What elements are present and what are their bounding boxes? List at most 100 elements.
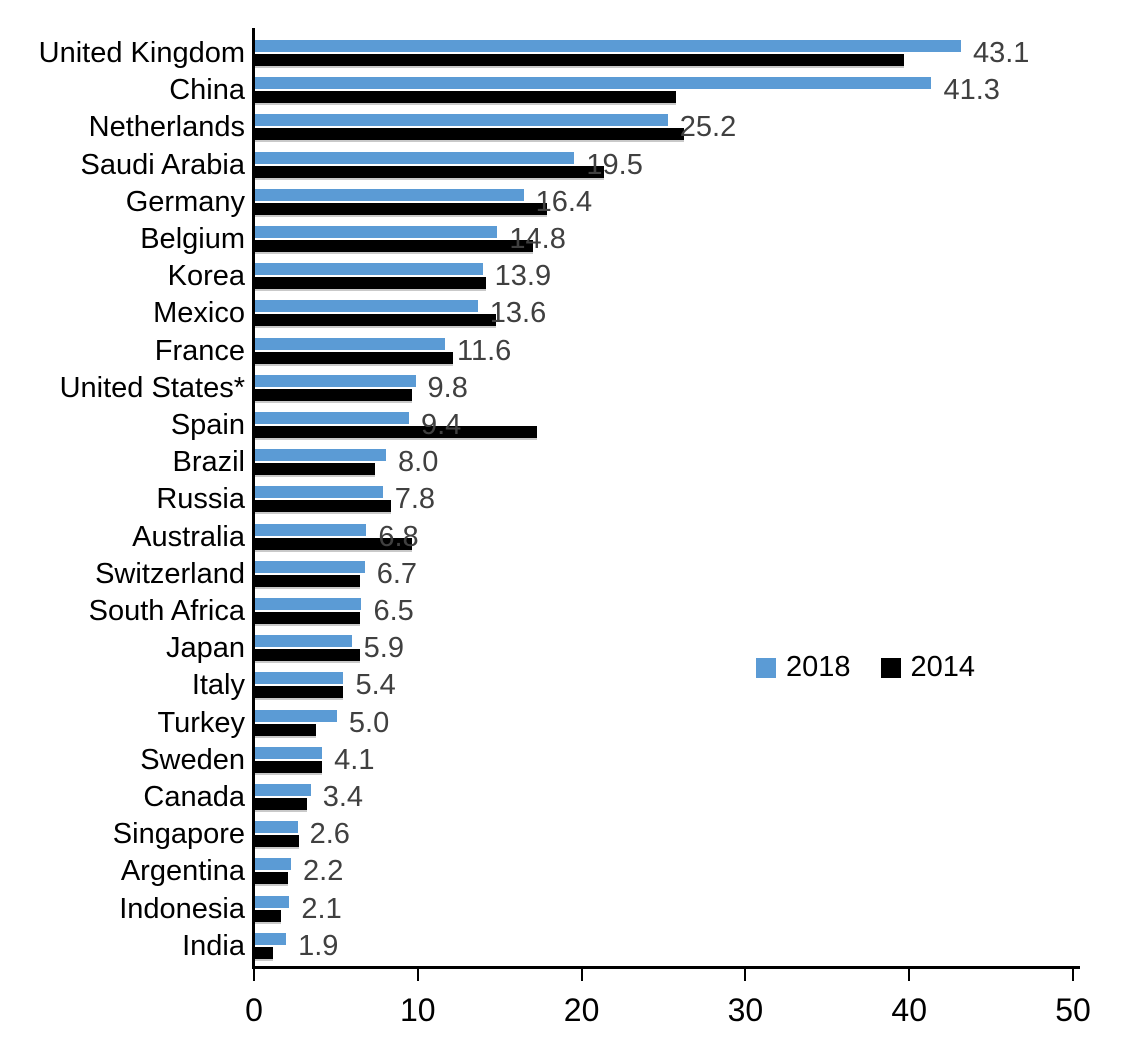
legend-swatch-2014 xyxy=(880,657,901,678)
category-label-south-africa: South Africa xyxy=(88,595,245,627)
data-label-south-africa: 6.5 xyxy=(373,595,414,627)
bar-2018-united-kingdom xyxy=(255,40,961,52)
data-label-belgium: 14.8 xyxy=(509,223,566,255)
bar-2018-canada xyxy=(255,784,311,796)
data-label-korea: 13.9 xyxy=(494,260,552,293)
category-label-united-kingdom: United Kingdom xyxy=(38,37,245,69)
category-label-canada: Canada xyxy=(143,781,245,813)
legend-swatch-2018 xyxy=(756,657,776,678)
bar-2018-indonesia xyxy=(255,895,290,908)
x-tick-10 xyxy=(416,969,419,981)
category-label-china: China xyxy=(169,74,245,107)
x-tick-label-50: 50 xyxy=(1055,992,1091,1028)
bar-2014-turkey xyxy=(255,723,316,736)
data-label-france: 11.6 xyxy=(457,334,512,367)
bar-2014-belgium xyxy=(255,240,534,252)
data-label-russia: 7.8 xyxy=(394,483,436,516)
legend-item-2014: 2014 xyxy=(880,651,976,684)
bar-2014-japan xyxy=(255,649,360,662)
data-label-singapore: 2.6 xyxy=(309,818,350,851)
bar-2018-mexico xyxy=(255,300,478,313)
category-label-brazil: Brazil xyxy=(172,446,245,479)
x-tick-20 xyxy=(580,969,583,981)
bar-2018-korea xyxy=(255,263,483,276)
data-label-brazil: 8.0 xyxy=(398,446,439,479)
bar-2018-netherlands xyxy=(255,114,668,127)
data-label-japan: 5.9 xyxy=(363,632,404,665)
data-label-germany: 16.4 xyxy=(535,185,593,218)
data-label-italy: 5.4 xyxy=(355,669,396,702)
category-label-belgium: Belgium xyxy=(140,223,245,255)
bar-2014-netherlands xyxy=(255,128,685,141)
x-tick-label-30: 30 xyxy=(727,992,764,1028)
category-label-spain: Spain xyxy=(170,409,245,441)
x-tick-40 xyxy=(908,969,911,981)
bar-2014-indonesia xyxy=(255,909,282,922)
data-label-netherlands: 25.2 xyxy=(679,111,737,144)
category-label-italy: Italy xyxy=(191,669,245,702)
bar-2014-mexico xyxy=(255,314,496,327)
bar-2014-france xyxy=(255,351,454,364)
data-label-spain: 9.4 xyxy=(420,409,462,441)
chart-legend: 2018 2014 xyxy=(756,651,975,684)
x-tick-label-40: 40 xyxy=(891,992,927,1028)
x-tick-30 xyxy=(744,969,747,981)
bar-2018-india xyxy=(255,932,287,945)
category-label-russia: Russia xyxy=(156,483,245,516)
x-tick-label-0: 0 xyxy=(245,992,263,1028)
data-label-switzerland: 6.7 xyxy=(376,557,418,590)
bar-2014-argentina xyxy=(255,872,288,885)
bar-2018-japan xyxy=(255,635,352,648)
legend-item-2018: 2018 xyxy=(756,651,851,684)
bar-2014-singapore xyxy=(255,835,300,848)
bar-2014-china xyxy=(255,91,676,104)
bar-2014-brazil xyxy=(255,463,375,476)
bar-2018-france xyxy=(255,337,445,350)
bar-2014-sweden xyxy=(255,760,323,773)
category-label-switzerland: Switzerland xyxy=(95,557,245,590)
category-label-japan: Japan xyxy=(165,632,245,665)
x-axis-line xyxy=(252,966,1080,969)
category-label-germany: Germany xyxy=(125,185,245,218)
category-label-india: India xyxy=(182,929,245,962)
data-label-sweden: 4.1 xyxy=(334,743,375,776)
y-axis-line xyxy=(252,28,255,969)
category-label-korea: Korea xyxy=(167,260,245,293)
bar-2018-spain xyxy=(255,412,409,424)
bar-2018-germany xyxy=(255,188,524,201)
category-label-turkey: Turkey xyxy=(157,706,245,739)
bar-2014-russia xyxy=(255,500,391,513)
bar-2014-switzerland xyxy=(255,574,360,587)
bar-2014-canada xyxy=(255,798,308,810)
bar-2014-germany xyxy=(255,202,547,215)
legend-label-2018: 2018 xyxy=(786,651,851,683)
data-label-saudi-arabia: 19.5 xyxy=(586,148,643,181)
bar-2014-italy xyxy=(255,686,344,699)
category-label-australia: Australia xyxy=(132,520,245,553)
bar-2018-argentina xyxy=(255,858,292,871)
category-label-france: France xyxy=(154,334,245,367)
bar-2018-russia xyxy=(255,486,383,499)
data-label-indonesia: 2.1 xyxy=(301,892,342,925)
bar-2014-saudi-arabia xyxy=(255,165,604,178)
category-label-saudi-arabia: Saudi Arabia xyxy=(80,148,245,181)
data-label-australia: 6.8 xyxy=(378,520,419,553)
data-label-mexico: 13.6 xyxy=(489,297,547,330)
category-label-mexico: Mexico xyxy=(153,297,245,330)
category-label-netherlands: Netherlands xyxy=(88,111,245,144)
bar-2018-saudi-arabia xyxy=(255,151,575,164)
bar-2014-korea xyxy=(255,277,486,290)
category-label-sweden: Sweden xyxy=(140,743,245,776)
x-tick-50 xyxy=(1072,969,1074,981)
data-label-argentina: 2.2 xyxy=(303,855,344,888)
data-label-united-states: 9.8 xyxy=(427,371,468,404)
bar-2014-australia xyxy=(255,537,413,550)
category-label-singapore: Singapore xyxy=(112,818,245,851)
bar-2018-turkey xyxy=(255,709,337,722)
data-label-india: 1.9 xyxy=(298,929,339,962)
legend-label-2014: 2014 xyxy=(910,651,976,683)
x-tick-label-20: 20 xyxy=(563,992,600,1028)
bar-2018-brazil xyxy=(255,449,387,462)
bar-2018-switzerland xyxy=(255,560,365,573)
